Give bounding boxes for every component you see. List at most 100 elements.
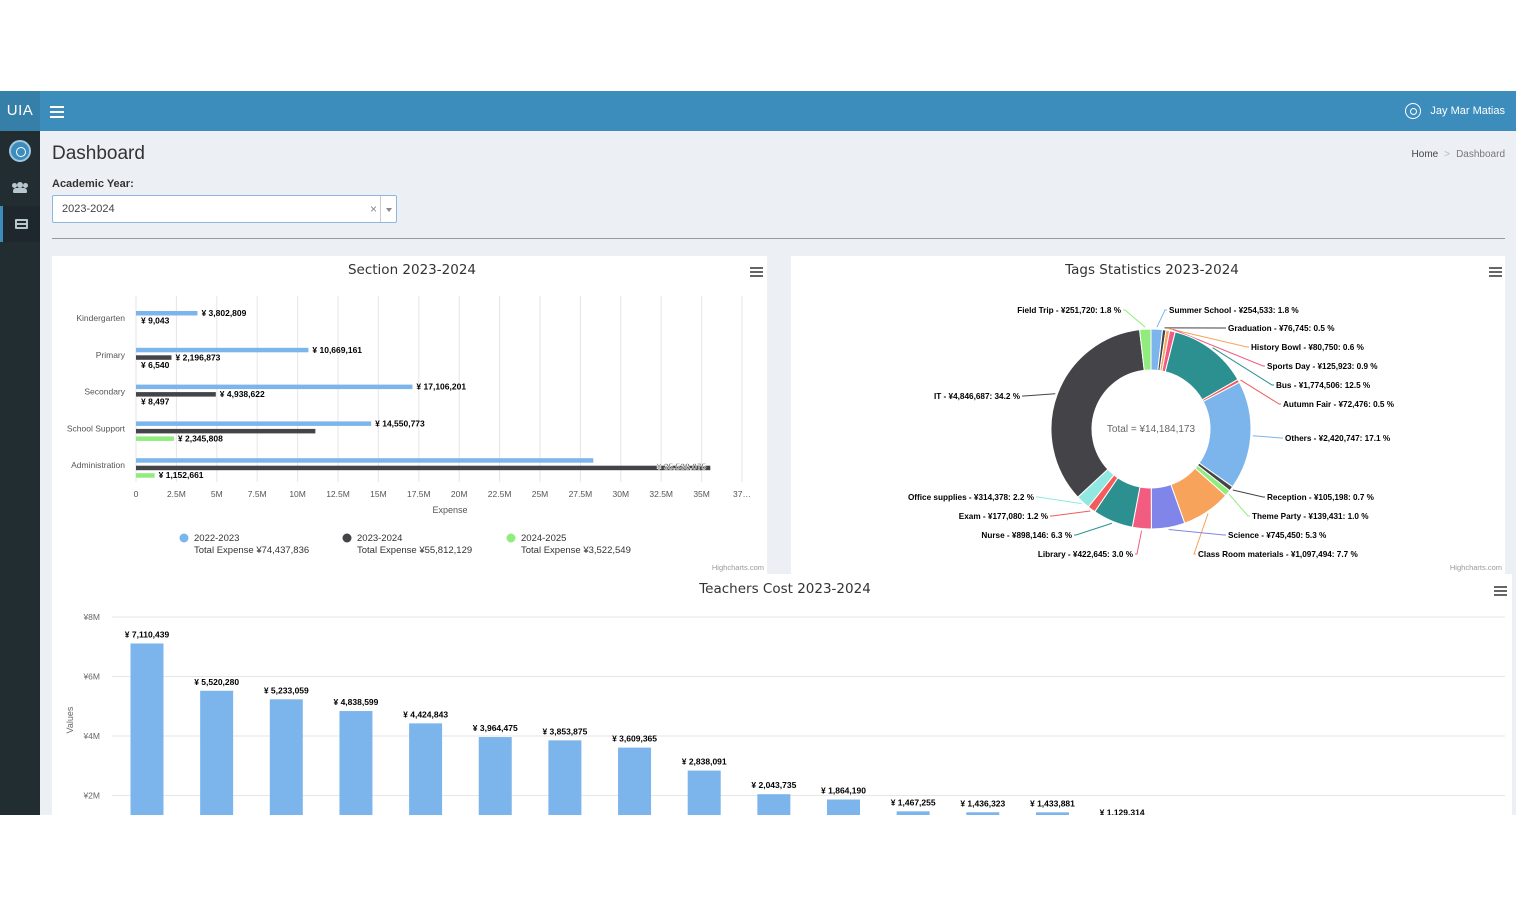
- breadcrumb: Home > Dashboard: [1412, 149, 1505, 160]
- teacher-cost-bar[interactable]: [339, 711, 373, 815]
- teacher-cost-bar[interactable]: [1035, 812, 1069, 815]
- teacher-cost-bar[interactable]: [896, 811, 930, 815]
- teacher-cost-bar[interactable]: [757, 794, 791, 815]
- pie-slice-it[interactable]: [1050, 329, 1145, 498]
- connector-line: [1212, 347, 1274, 386]
- slice-data-label: Exam - ¥177,080: 1.2 %: [959, 512, 1049, 521]
- connector-line: [1168, 327, 1249, 348]
- connector-line: [1050, 510, 1091, 517]
- chart-credit: Highcharts.com: [712, 563, 764, 572]
- data-label: ¥ 1,436,323: [960, 798, 1005, 808]
- slice-data-label: History Bowl - ¥80,750: 0.6 %: [1251, 343, 1365, 352]
- menu-icon[interactable]: [50, 103, 64, 119]
- x-tick-label: 2.5M: [167, 489, 186, 499]
- x-tick-label: 37…: [733, 489, 751, 499]
- teacher-cost-bar[interactable]: [130, 643, 164, 815]
- teacher-cost-bar[interactable]: [478, 737, 512, 815]
- data-label: ¥ 6,540: [141, 360, 170, 370]
- slice-data-label: Field Trip - ¥251,720: 1.8 %: [1017, 306, 1121, 315]
- connector-line: [1240, 379, 1281, 405]
- x-tick-label: 10M: [289, 489, 306, 499]
- x-tick-label: 25M: [532, 489, 549, 499]
- slice-data-label: Others - ¥2,420,747: 17.1 %: [1285, 434, 1391, 443]
- section-chart-panel: Section 2023-2024 0 2.5M 5M 7.5M 10M 12.5M 15M 1…: [52, 256, 767, 574]
- connector-line: [1135, 530, 1143, 555]
- bar-2024-2025: [136, 473, 155, 478]
- divider: [52, 238, 1505, 239]
- connector-line: [1123, 309, 1146, 328]
- slice-data-label: Reception - ¥105,198: 0.7 %: [1267, 493, 1375, 502]
- data-label: ¥ 1,433,881: [1030, 798, 1075, 808]
- connector-line: [1074, 522, 1113, 536]
- donut-center-label: Total = ¥14,184,173: [1107, 424, 1196, 435]
- teacher-cost-bar[interactable]: [966, 812, 1000, 815]
- connector-line: [1193, 513, 1209, 555]
- chart-menu-icon[interactable]: [1494, 586, 1507, 596]
- y-category-label: Kindergarten: [76, 313, 125, 323]
- sidebar-item-dashboard[interactable]: [0, 206, 40, 242]
- teacher-cost-bar[interactable]: [548, 740, 582, 815]
- x-tick-label: 7.5M: [248, 489, 267, 499]
- connector-line: [1232, 489, 1265, 498]
- x-tick-label: 32.5M: [649, 489, 673, 499]
- academic-year-value: 2023-2024: [62, 203, 115, 215]
- legend-item-total: Total Expense ¥3,522,549: [521, 545, 631, 556]
- connector-line: [1168, 528, 1226, 536]
- legend-item-name: 2023-2024: [357, 533, 402, 544]
- chevron-down-icon[interactable]: [380, 196, 396, 222]
- legend-marker: [342, 533, 352, 543]
- teacher-cost-bar[interactable]: [269, 699, 303, 815]
- bar-2022-2023: [136, 347, 309, 353]
- clear-selection-icon[interactable]: ×: [369, 202, 377, 216]
- connector-line: [1172, 328, 1265, 367]
- data-label: ¥ 7,110,439: [125, 629, 170, 639]
- user-menu[interactable]: Jay Mar Matias: [1405, 102, 1505, 120]
- x-tick-label: 20M: [451, 489, 468, 499]
- y-category-label: Primary: [96, 350, 126, 360]
- data-label: ¥ 1,152,661: [159, 470, 204, 480]
- slice-data-label: Theme Party - ¥139,431: 1.0 %: [1252, 512, 1369, 521]
- teacher-cost-bar[interactable]: [200, 690, 234, 815]
- bar-2023-2024: [136, 428, 316, 434]
- app-logo[interactable]: UIA: [0, 91, 40, 131]
- x-axis-title: Expense: [432, 505, 467, 515]
- pie-slice-field-trip[interactable]: [1139, 328, 1152, 371]
- teacher-cost-bar[interactable]: [687, 770, 721, 815]
- slice-data-label: Graduation - ¥76,745: 0.5 %: [1228, 324, 1335, 333]
- slice-data-label: Class Room materials - ¥1,097,494: 7.7 %: [1198, 550, 1358, 559]
- data-label: ¥ 1,864,190: [821, 786, 866, 796]
- data-label: ¥ 3,964,475: [473, 723, 518, 733]
- data-label: ¥ 3,853,875: [542, 726, 587, 736]
- academic-year-select[interactable]: 2023-2024 ×: [52, 195, 397, 223]
- legend-item-name: 2022-2023: [194, 533, 239, 544]
- data-label: ¥ 10,669,161: [312, 345, 362, 355]
- legend-item-total: Total Expense ¥55,812,129: [357, 545, 472, 556]
- x-tick-label: 30M: [613, 489, 630, 499]
- breadcrumb-home[interactable]: Home: [1411, 149, 1439, 160]
- user-avatar-icon: [9, 140, 31, 162]
- bar-2024-2025: [136, 436, 174, 441]
- connector-line: [1156, 309, 1167, 328]
- chart-menu-icon[interactable]: [1489, 267, 1502, 277]
- sidebar: [0, 131, 40, 815]
- y-tick-label: ¥4M: [82, 731, 100, 741]
- data-label: ¥ 4,424,843: [403, 709, 448, 719]
- y-category-label: Administration: [71, 460, 125, 470]
- user-avatar-icon: [1405, 103, 1422, 119]
- sidebar-user-panel[interactable]: [0, 133, 40, 169]
- data-label: ¥ 8,497: [141, 397, 170, 407]
- users-icon: [12, 182, 28, 193]
- legend-item-name: 2024-2025: [521, 533, 566, 544]
- y-category-label: Secondary: [84, 387, 125, 397]
- teacher-cost-bar[interactable]: [827, 799, 860, 815]
- data-label: ¥ 4,938,622: [220, 389, 265, 399]
- y-tick-label: ¥8M: [82, 612, 100, 622]
- teacher-cost-bar[interactable]: [618, 747, 652, 815]
- chart-menu-icon[interactable]: [750, 267, 763, 277]
- sidebar-item-users[interactable]: [0, 169, 40, 205]
- chart-title: Tags Statistics 2023-2024: [1064, 262, 1239, 278]
- data-label: ¥ 5,233,059: [264, 685, 309, 695]
- teacher-cost-bar[interactable]: [409, 723, 443, 815]
- data-label: ¥ 35,538,075: [657, 462, 707, 472]
- bar-2023-2024: [136, 355, 172, 360]
